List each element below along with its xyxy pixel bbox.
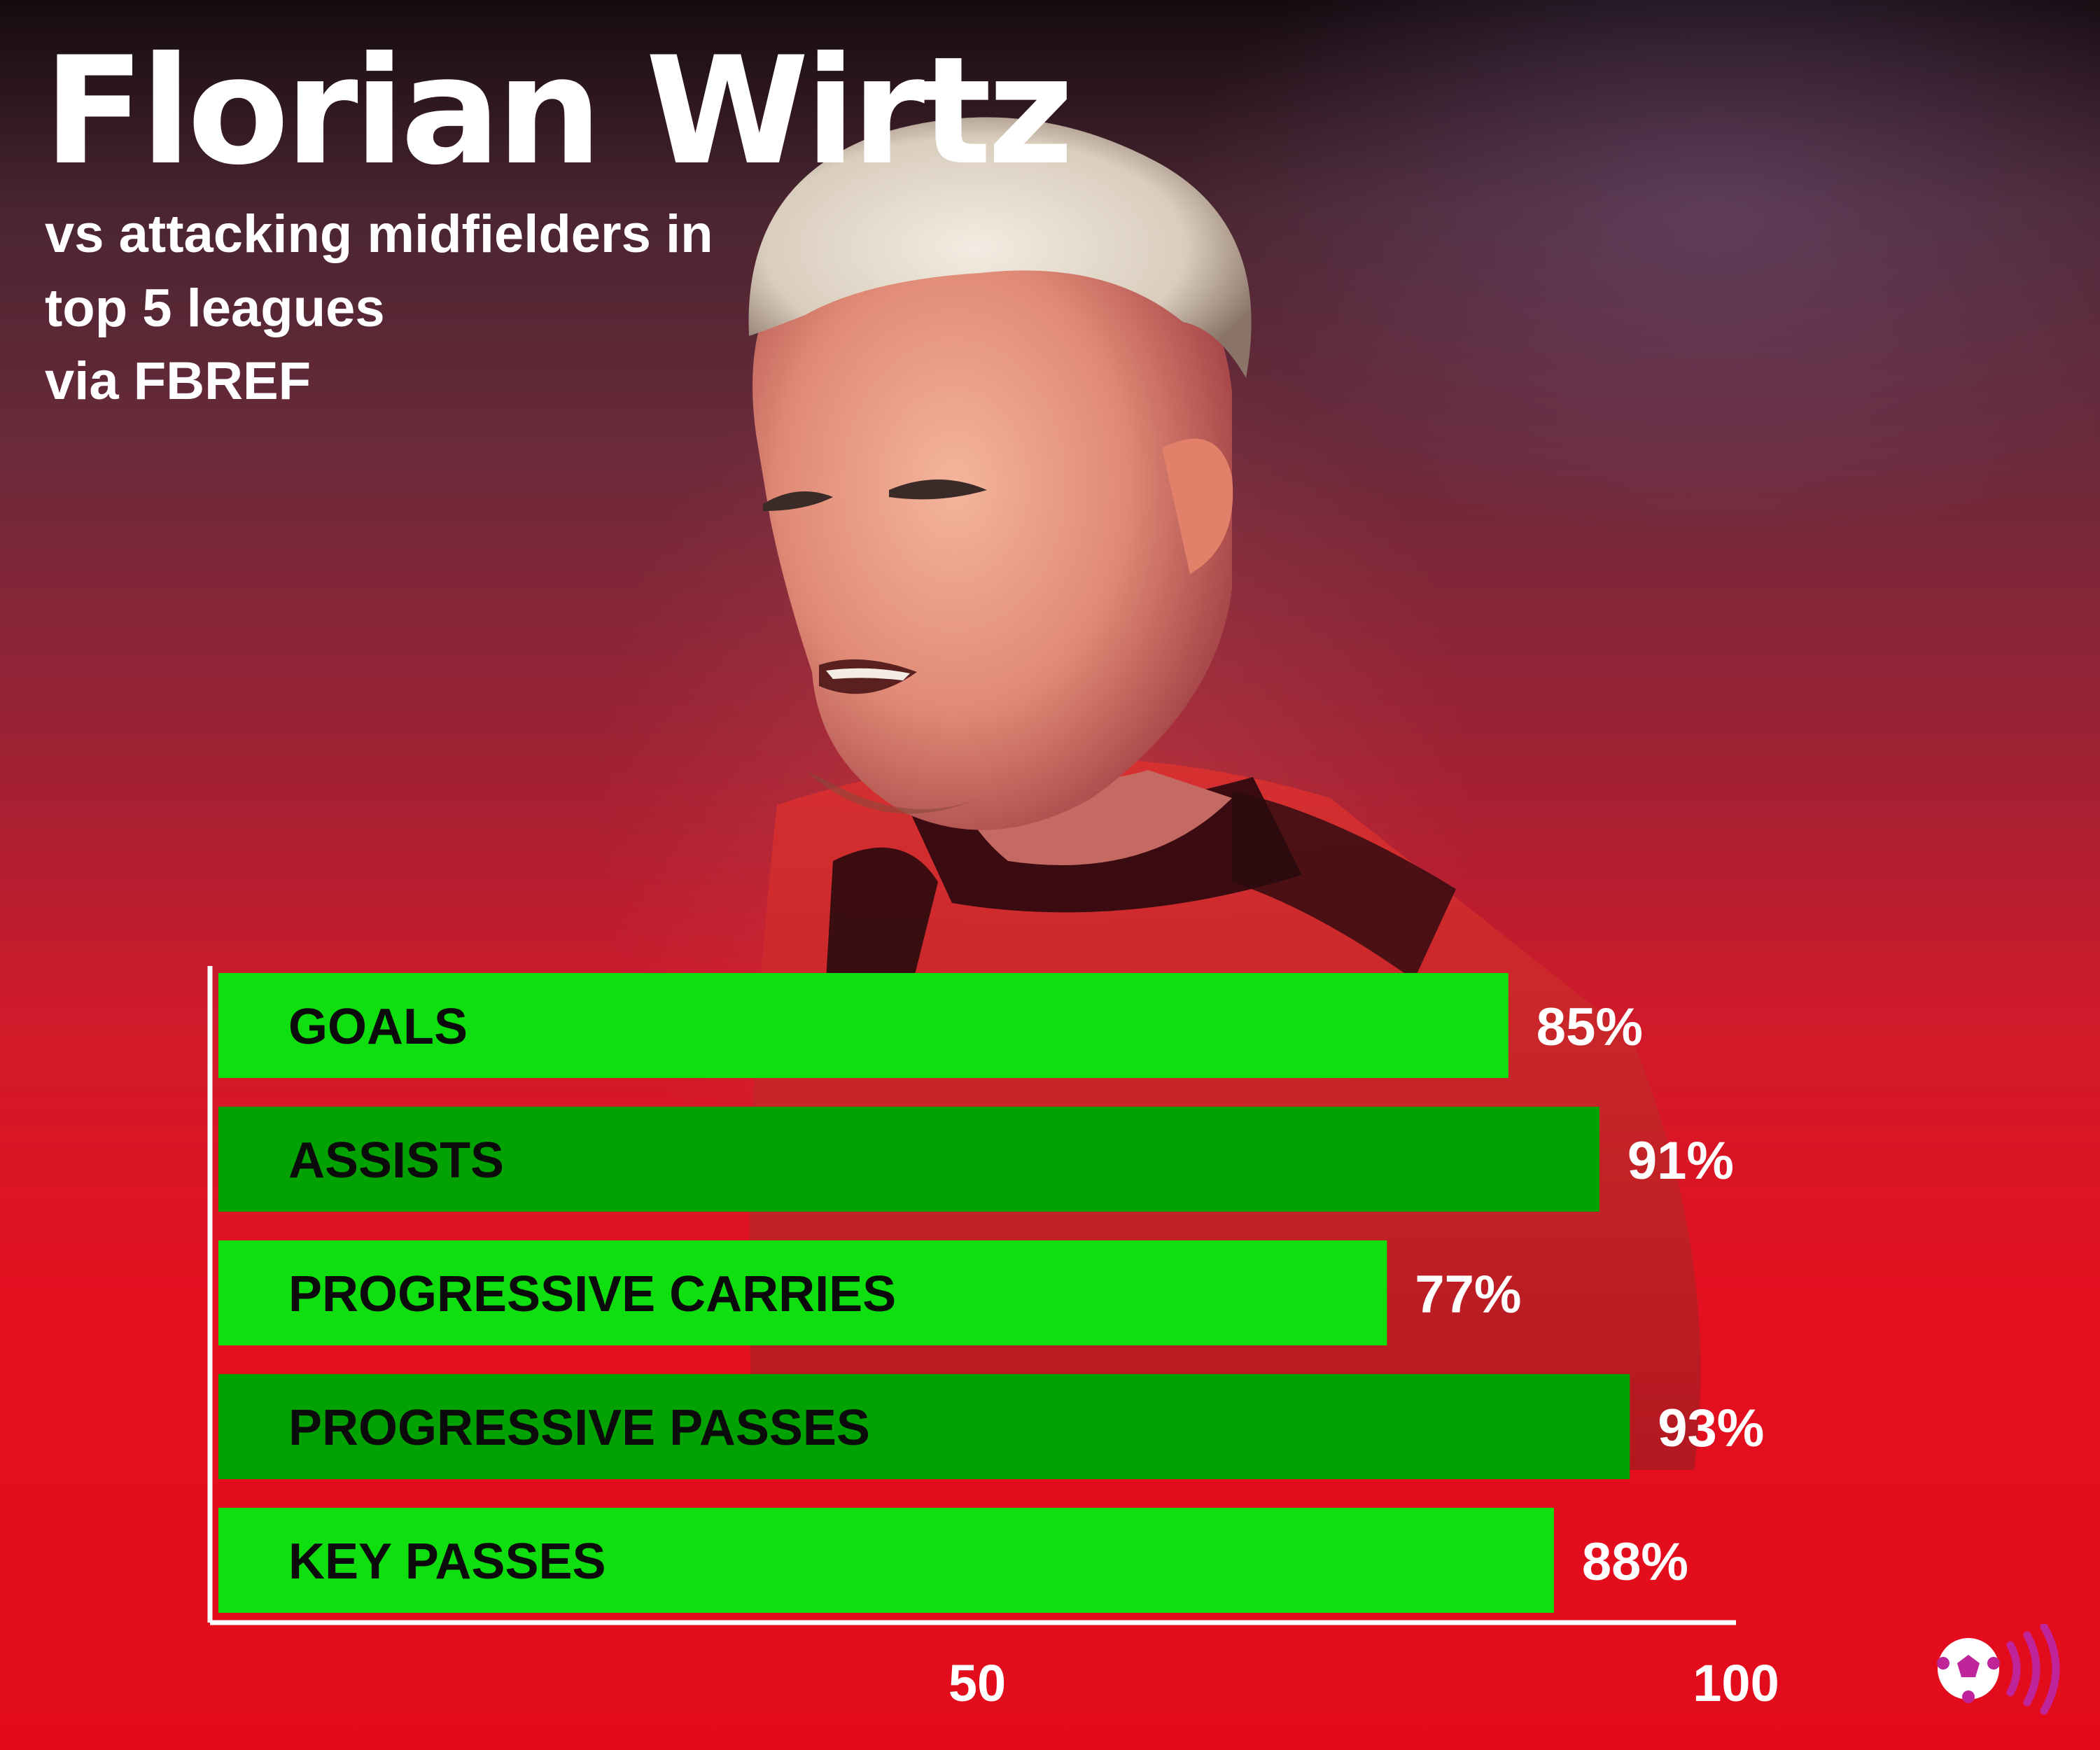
football-logo-icon [1937, 1624, 2060, 1715]
player-name-title: Florian Wirtz [43, 24, 1074, 197]
subtitle-comparison: vs attacking midfielders in [45, 204, 713, 264]
bar-category-label: KEY PASSES [288, 1534, 606, 1590]
bar-value-label: 77% [1415, 1265, 1521, 1324]
subtitle-leagues: top 5 leagues [45, 279, 385, 338]
subtitle-source: via FBREF [45, 351, 312, 411]
bar-category-label: ASSISTS [288, 1133, 504, 1189]
bar-value-label: 88% [1582, 1532, 1688, 1592]
bar-2 [218, 1107, 1600, 1212]
bar-category-label: PROGRESSIVE CARRIES [288, 1266, 896, 1322]
bar-4 [218, 1374, 1630, 1479]
bar-1 [218, 973, 1508, 1078]
bar-category-label: PROGRESSIVE PASSES [288, 1400, 870, 1456]
bar-value-label: 85% [1536, 997, 1643, 1057]
bar-value-label: 91% [1628, 1131, 1734, 1191]
bar-3 [218, 1240, 1387, 1345]
bar-value-label: 93% [1658, 1399, 1764, 1458]
bar-5 [218, 1508, 1554, 1613]
x-tick-label: 50 [948, 1654, 1006, 1712]
bar-category-label: GOALS [288, 999, 468, 1055]
x-tick-label: 100 [1693, 1654, 1779, 1712]
